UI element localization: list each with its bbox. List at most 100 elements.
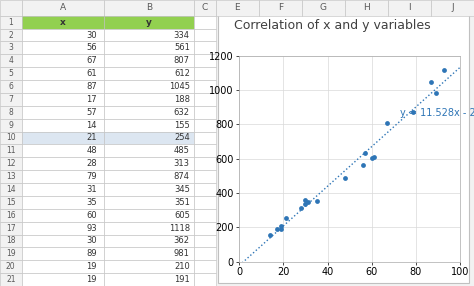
Bar: [0, 183, 22, 196]
Point: [277, 223, 285, 228]
Text: 1045: 1045: [169, 82, 190, 91]
Bar: [194, 93, 216, 106]
Text: 485: 485: [174, 146, 190, 155]
Bar: [0, 132, 22, 144]
Bar: [103, 196, 194, 209]
Bar: [22, 183, 103, 196]
Text: J: J: [451, 3, 454, 12]
Text: 14: 14: [6, 185, 16, 194]
Bar: [0, 119, 22, 132]
Bar: [194, 144, 216, 157]
Point: [428, 80, 435, 85]
Text: 79: 79: [86, 172, 97, 181]
Bar: [0, 54, 22, 67]
Text: x: x: [60, 18, 65, 27]
Bar: [0, 170, 22, 183]
Text: 16: 16: [6, 211, 16, 220]
Bar: [0, 273, 22, 286]
Bar: [194, 67, 216, 80]
Text: 4: 4: [9, 56, 13, 65]
Text: 87: 87: [86, 82, 97, 91]
Text: 210: 210: [174, 262, 190, 271]
Text: 61: 61: [86, 69, 97, 78]
Bar: [103, 170, 194, 183]
Text: 67: 67: [86, 56, 97, 65]
FancyBboxPatch shape: [218, 6, 469, 283]
Bar: [103, 273, 194, 286]
Text: 612: 612: [174, 69, 190, 78]
Text: B: B: [146, 3, 152, 12]
Point: [361, 151, 369, 156]
Point: [383, 121, 391, 126]
Point: [297, 206, 305, 210]
Text: A: A: [59, 3, 65, 12]
Text: G: G: [320, 3, 327, 12]
Bar: [103, 16, 194, 29]
Text: 30: 30: [86, 237, 97, 245]
Text: 334: 334: [174, 31, 190, 39]
Text: 93: 93: [86, 224, 97, 233]
Point: [266, 233, 274, 237]
Text: C: C: [202, 3, 208, 12]
Bar: [103, 67, 194, 80]
Text: 561: 561: [174, 43, 190, 52]
Bar: [22, 16, 103, 29]
Text: 254: 254: [174, 134, 190, 142]
Bar: [22, 196, 103, 209]
Text: 30: 30: [86, 31, 97, 39]
Bar: [0, 106, 22, 119]
Bar: [0, 196, 22, 209]
Text: 19: 19: [87, 275, 97, 284]
Text: 605: 605: [174, 211, 190, 220]
Bar: [22, 29, 103, 41]
Bar: [22, 106, 103, 119]
Bar: [388, 0, 431, 16]
Point: [304, 200, 311, 205]
Text: 3: 3: [9, 43, 13, 52]
Bar: [103, 144, 194, 157]
Point: [282, 216, 290, 221]
Point: [359, 163, 366, 168]
Bar: [194, 170, 216, 183]
Bar: [0, 16, 22, 29]
Bar: [0, 93, 22, 106]
Bar: [22, 54, 103, 67]
Text: y: y: [146, 18, 152, 27]
Text: 17: 17: [86, 95, 97, 104]
Bar: [103, 119, 194, 132]
Point: [341, 176, 349, 181]
Bar: [22, 170, 103, 183]
Text: 1: 1: [9, 18, 13, 27]
Point: [368, 156, 375, 160]
Bar: [431, 0, 474, 16]
Text: 18: 18: [6, 237, 16, 245]
Bar: [22, 132, 103, 144]
Bar: [22, 260, 103, 273]
Bar: [22, 273, 103, 286]
Bar: [194, 209, 216, 222]
Text: 5: 5: [9, 69, 13, 78]
Bar: [22, 80, 103, 93]
Bar: [194, 247, 216, 260]
Bar: [103, 54, 194, 67]
Point: [273, 227, 281, 232]
Bar: [194, 132, 216, 144]
Bar: [0, 67, 22, 80]
Bar: [22, 235, 103, 247]
Bar: [259, 0, 302, 16]
Text: 9: 9: [9, 121, 13, 130]
Text: 48: 48: [86, 146, 97, 155]
Bar: [194, 196, 216, 209]
Bar: [194, 29, 216, 41]
Text: H: H: [363, 3, 370, 12]
Text: 2: 2: [9, 31, 13, 39]
Text: 362: 362: [174, 237, 190, 245]
Text: 345: 345: [174, 185, 190, 194]
Bar: [103, 209, 194, 222]
Text: 60: 60: [86, 211, 97, 220]
Bar: [194, 80, 216, 93]
Text: 15: 15: [6, 198, 16, 207]
Point: [432, 91, 439, 96]
Text: 981: 981: [174, 249, 190, 258]
Text: 7: 7: [9, 95, 13, 104]
